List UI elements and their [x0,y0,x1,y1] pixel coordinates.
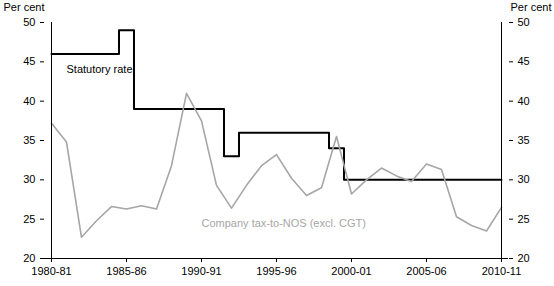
svg-text:Per cent: Per cent [511,1,552,13]
svg-text:35: 35 [518,134,530,146]
svg-text:20: 20 [23,252,35,264]
svg-text:50: 50 [23,16,35,28]
svg-text:2000-01: 2000-01 [331,265,371,277]
svg-text:Company tax-to-NOS (excl. CGT): Company tax-to-NOS (excl. CGT) [202,217,366,229]
svg-text:1990-91: 1990-91 [181,265,221,277]
svg-text:2010-11: 2010-11 [482,265,522,277]
svg-text:50: 50 [518,16,530,28]
svg-text:1980-81: 1980-81 [31,265,71,277]
svg-text:45: 45 [518,55,530,67]
svg-text:40: 40 [518,95,530,107]
svg-text:Per cent: Per cent [4,1,45,13]
svg-text:45: 45 [23,55,35,67]
svg-text:1995-96: 1995-96 [256,265,296,277]
svg-text:30: 30 [518,173,530,185]
svg-text:20: 20 [518,252,530,264]
svg-text:2005-06: 2005-06 [406,265,446,277]
svg-text:25: 25 [518,213,530,225]
svg-text:Statutory rate: Statutory rate [67,63,133,75]
svg-text:40: 40 [23,95,35,107]
svg-text:1985-86: 1985-86 [106,265,146,277]
svg-text:30: 30 [23,173,35,185]
svg-text:25: 25 [23,213,35,225]
svg-text:35: 35 [23,134,35,146]
